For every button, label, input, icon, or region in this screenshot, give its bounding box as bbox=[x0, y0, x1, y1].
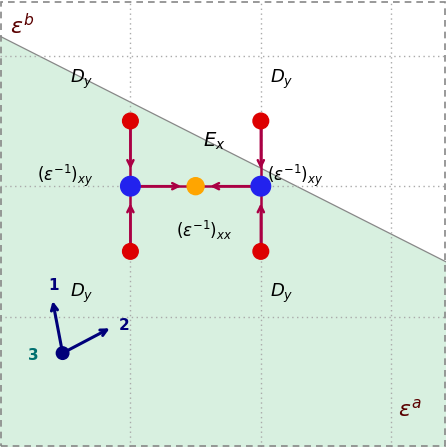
Text: $D_y$: $D_y$ bbox=[70, 68, 94, 91]
Circle shape bbox=[120, 177, 140, 196]
Text: $(\varepsilon^{-1})_{xy}$: $(\varepsilon^{-1})_{xy}$ bbox=[37, 163, 93, 189]
Text: 3: 3 bbox=[29, 348, 39, 363]
Text: $\varepsilon^b$: $\varepsilon^b$ bbox=[10, 14, 34, 40]
Polygon shape bbox=[0, 36, 446, 447]
Text: $D_y$: $D_y$ bbox=[270, 68, 293, 91]
Circle shape bbox=[187, 178, 204, 195]
Text: 1: 1 bbox=[48, 278, 59, 293]
Text: $\varepsilon^a$: $\varepsilon^a$ bbox=[398, 400, 421, 422]
Text: $E_x$: $E_x$ bbox=[203, 131, 226, 152]
Circle shape bbox=[123, 244, 138, 259]
Text: 2: 2 bbox=[119, 318, 129, 333]
Circle shape bbox=[56, 347, 69, 359]
Circle shape bbox=[253, 244, 268, 259]
Text: $D_y$: $D_y$ bbox=[70, 281, 94, 305]
Text: $D_y$: $D_y$ bbox=[270, 281, 293, 305]
Text: $(\varepsilon^{-1})_{xx}$: $(\varepsilon^{-1})_{xx}$ bbox=[176, 219, 232, 242]
Circle shape bbox=[123, 113, 138, 129]
Text: $(\varepsilon^{-1})_{xy}$: $(\varepsilon^{-1})_{xy}$ bbox=[267, 163, 324, 189]
Circle shape bbox=[251, 177, 271, 196]
Circle shape bbox=[253, 113, 268, 129]
